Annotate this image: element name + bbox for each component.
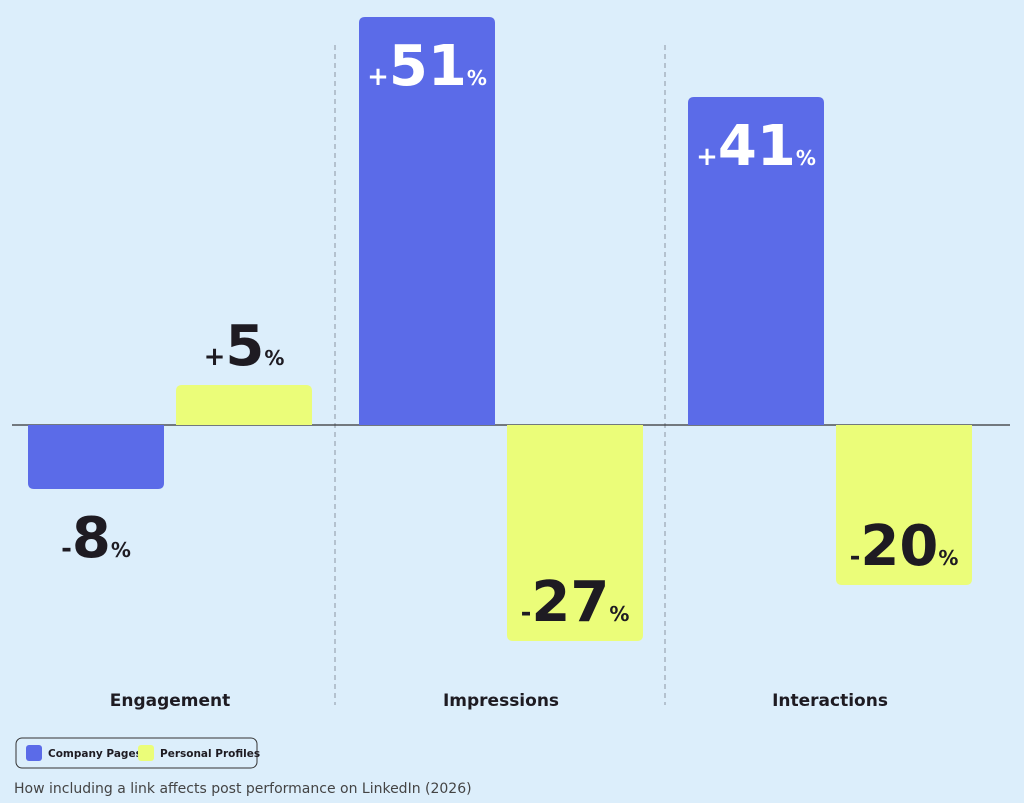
bar xyxy=(28,425,164,489)
bar xyxy=(688,97,824,425)
legend-label: Personal Profiles xyxy=(160,748,260,760)
value-label: -27% xyxy=(521,570,630,635)
legend-label: Company Pages xyxy=(48,748,142,760)
value-label: -20% xyxy=(850,514,959,579)
x-tick-label: Impressions xyxy=(443,691,559,711)
legend-box xyxy=(15,737,258,769)
x-tick-label: Interactions xyxy=(772,691,888,711)
x-tick-label: Engagement xyxy=(110,691,231,711)
value-label: +41% xyxy=(696,114,816,179)
bar xyxy=(836,425,972,585)
bar xyxy=(507,425,643,641)
caption: How including a link affects post perfor… xyxy=(14,781,472,797)
legend-swatch xyxy=(138,745,154,761)
value-label: -8% xyxy=(61,506,131,571)
bar xyxy=(359,17,495,425)
value-label: +51% xyxy=(367,34,487,99)
legend-swatch xyxy=(26,745,42,761)
bar xyxy=(176,385,312,425)
value-label: +5% xyxy=(204,314,285,379)
